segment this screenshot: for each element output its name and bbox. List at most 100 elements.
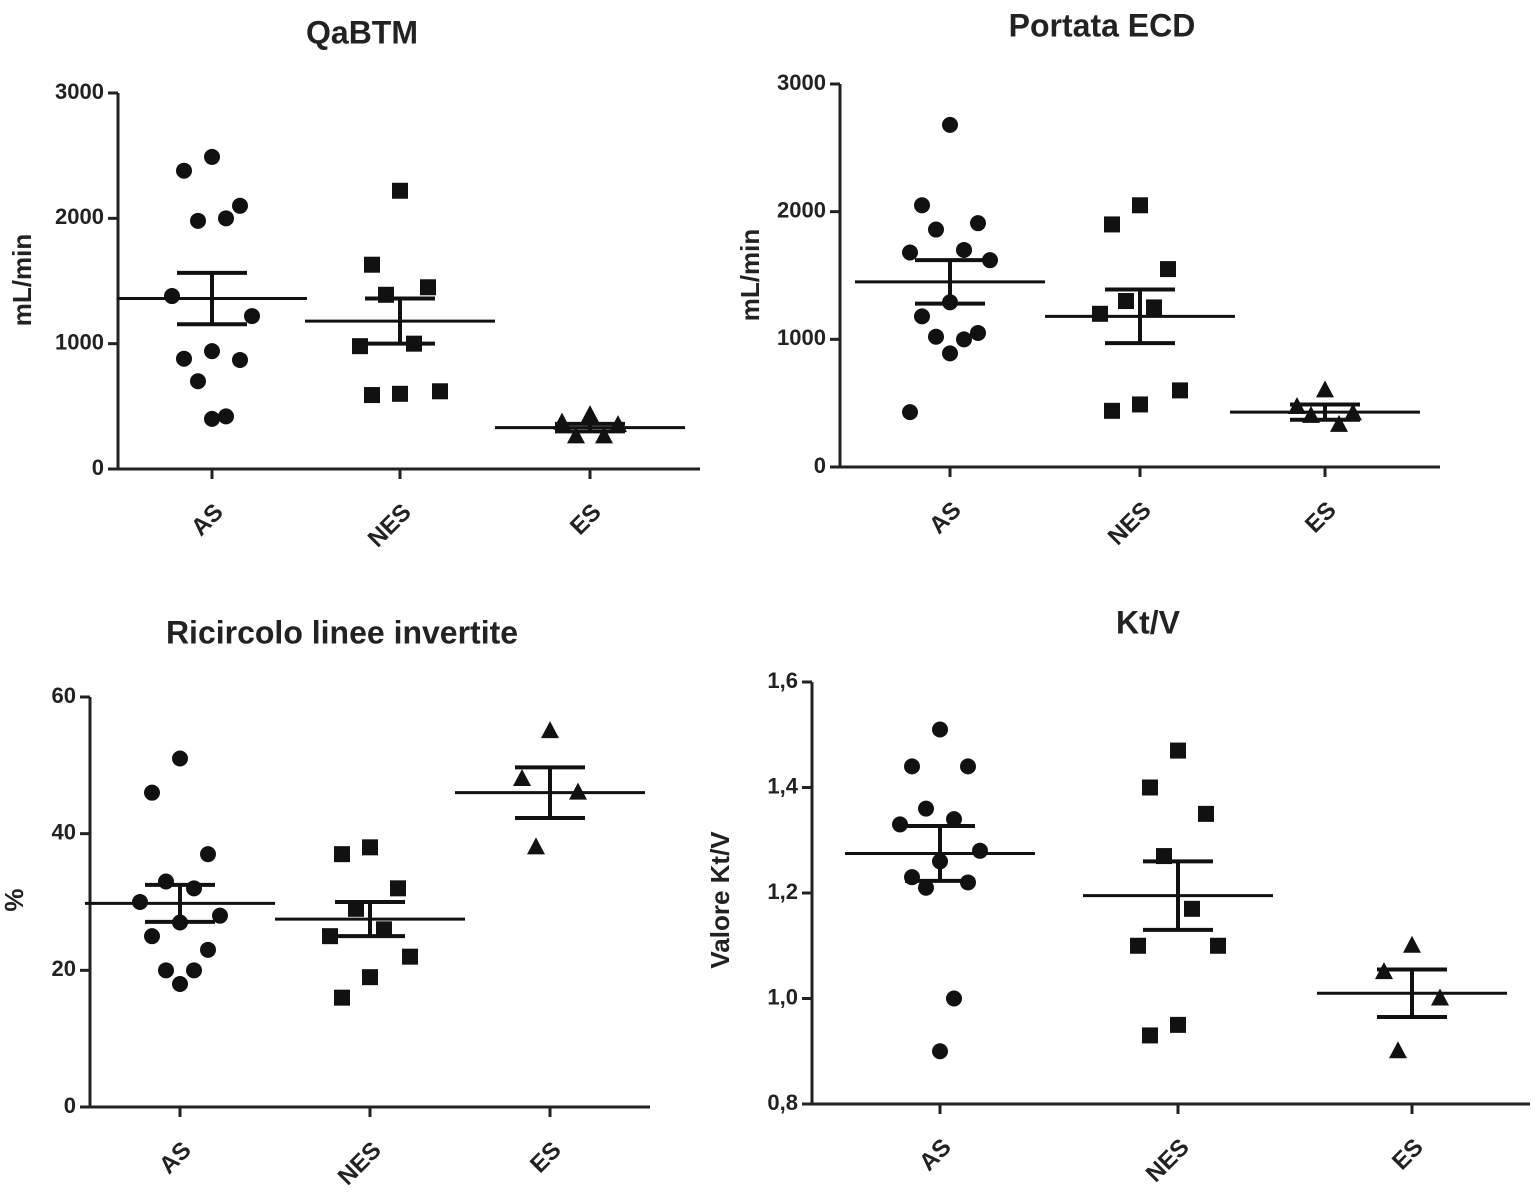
point <box>1104 216 1120 233</box>
point <box>1210 937 1226 954</box>
point <box>200 846 216 863</box>
y-tick-label: 3000 <box>777 70 826 95</box>
point <box>970 215 986 232</box>
point <box>914 308 930 325</box>
point <box>232 197 248 214</box>
point <box>972 842 988 859</box>
y-tick-label: 2000 <box>55 204 104 229</box>
point <box>581 405 599 423</box>
x-tick-label: ES <box>525 1137 567 1179</box>
point <box>218 408 234 425</box>
point <box>595 426 613 444</box>
x-tick-label: AS <box>914 1134 957 1177</box>
x-tick-label: ES <box>1387 1134 1429 1176</box>
point <box>176 162 192 179</box>
point <box>1403 935 1421 953</box>
point <box>942 345 958 362</box>
point <box>932 1043 948 1060</box>
chart-title: Kt/V <box>1116 604 1181 640</box>
point <box>172 750 188 767</box>
point <box>960 758 976 775</box>
x-tick-label: NES <box>333 1137 387 1191</box>
point <box>1198 805 1214 822</box>
point <box>904 758 920 775</box>
point <box>1330 414 1348 432</box>
y-tick-label: 40 <box>52 819 76 844</box>
point <box>527 837 545 855</box>
y-tick-label: 0 <box>64 1093 76 1118</box>
y-axis-label: mL/min <box>7 234 37 326</box>
point <box>567 426 585 444</box>
x-tick-label: NES <box>363 499 417 553</box>
point <box>1092 305 1108 322</box>
y-axis-label: % <box>0 888 29 911</box>
y-tick-label: 1000 <box>777 325 826 350</box>
point <box>364 256 380 273</box>
point <box>902 244 918 261</box>
point <box>1389 1041 1407 1059</box>
point <box>390 880 406 897</box>
point <box>432 383 448 400</box>
point <box>946 990 962 1007</box>
point <box>144 784 160 801</box>
chart-title: Ricircolo linee invertite <box>166 614 518 650</box>
point <box>914 197 930 214</box>
point <box>1130 937 1146 954</box>
point <box>1142 779 1158 796</box>
x-tick-label: AS <box>186 499 229 542</box>
point <box>956 331 972 348</box>
y-tick-label: 0,8 <box>767 1090 798 1115</box>
point <box>402 948 418 965</box>
point <box>212 907 228 924</box>
point <box>144 928 160 945</box>
y-tick-label: 1,6 <box>767 668 798 693</box>
y-tick-label: 1,4 <box>767 773 798 798</box>
point <box>932 721 948 738</box>
y-tick-label: 3000 <box>55 79 104 104</box>
point <box>1316 380 1334 398</box>
y-tick-label: 20 <box>52 956 76 981</box>
point <box>204 148 220 165</box>
point <box>1170 742 1186 759</box>
point <box>956 241 972 258</box>
point <box>190 212 206 229</box>
point <box>1118 293 1134 310</box>
point <box>1184 900 1200 917</box>
y-axis-label: Valore Kt/V <box>705 831 735 969</box>
point <box>348 900 364 917</box>
point <box>982 252 998 269</box>
point <box>420 279 436 296</box>
y-tick-label: 1,0 <box>767 984 798 1009</box>
point <box>892 816 908 833</box>
point <box>322 928 338 945</box>
point <box>158 962 174 979</box>
point <box>364 387 380 404</box>
point <box>1160 261 1176 278</box>
point <box>513 769 531 786</box>
y-tick-label: 1,2 <box>767 879 798 904</box>
point <box>918 800 934 817</box>
point <box>334 989 350 1006</box>
x-tick-label: AS <box>154 1137 197 1180</box>
point <box>232 351 248 368</box>
y-tick-label: 0 <box>92 455 104 480</box>
y-tick-label: 1000 <box>55 329 104 354</box>
point <box>190 373 206 390</box>
x-tick-label: NES <box>1103 497 1157 551</box>
point <box>200 941 216 958</box>
point <box>1104 402 1120 419</box>
point <box>376 921 392 938</box>
x-tick-label: NES <box>1141 1134 1195 1188</box>
point <box>942 116 958 133</box>
point <box>1146 299 1162 316</box>
point <box>928 221 944 238</box>
point <box>946 811 962 828</box>
x-tick-label: AS <box>924 497 967 540</box>
point <box>186 880 202 897</box>
point <box>176 350 192 367</box>
point <box>928 328 944 345</box>
point <box>186 962 202 979</box>
point <box>172 976 188 992</box>
point <box>902 404 918 421</box>
